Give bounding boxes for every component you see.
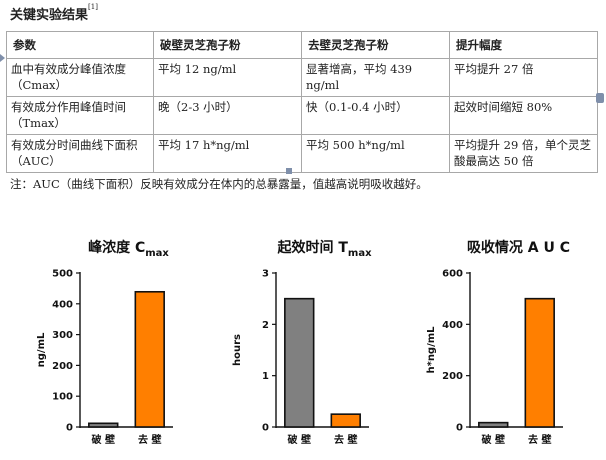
title-text: 关键实验结果 (10, 8, 89, 23)
y-tick-label: 0 (262, 423, 269, 434)
bar (478, 421, 509, 428)
table-move-handle[interactable] (0, 54, 5, 62)
y-tick-label: 400 (52, 299, 73, 310)
document-title: 关键实验结果[1] (10, 3, 98, 23)
x-tick-label: 去 壁 (334, 433, 357, 446)
y-axis-label: ng/mL (36, 332, 47, 367)
table-cell: 显著增高，平均 439 ng/ml (301, 58, 450, 97)
table-cell: 有效成分作用峰值时间（Tmax） (6, 96, 154, 135)
chart-tmax-svg: 起效时间 Tmax hours 0 1 2 3 破 壁 去 壁 (232, 239, 372, 446)
table-note: 注：AUC（曲线下面积）反映有效成分在体内的总暴露量，值越高说明吸收越好。 (10, 177, 428, 191)
chart-auc: 吸收情况 A U C h*ng/mL 0 200 400 600 破 壁 去 壁 (408, 232, 588, 458)
chart-title: 起效时间 Tmax (276, 239, 372, 259)
y-tick-label: 400 (442, 320, 463, 331)
y-tick-label: 200 (52, 361, 73, 372)
chart-auc-svg: 吸收情况 A U C h*ng/mL 0 200 400 600 破 壁 去 壁 (426, 239, 570, 446)
header-improvement: 提升幅度 (449, 31, 598, 59)
table-cell: 血中有效成分峰值浓度（Cmax） (6, 58, 154, 97)
bar (88, 422, 119, 428)
y-tick-label: 3 (262, 269, 269, 280)
y-tick-label: 600 (442, 269, 463, 280)
results-table: 参数 破壁灵芝孢子粉 去壁灵芝孢子粉 提升幅度 血中有效成分峰值浓度（Cmax）… (6, 31, 598, 173)
x-tick-label: 破 壁 (92, 433, 115, 446)
table-cell: 起效时间缩短 80% (449, 96, 598, 135)
x-tick-label: 破 壁 (482, 433, 505, 446)
table-cell: 有效成分时间曲线下面积（AUC） (6, 134, 154, 173)
table-row: 血中有效成分峰值浓度（Cmax） 平均 12 ng/ml 显著增高，平均 439… (6, 58, 598, 97)
table-cell: 平均 500 h*ng/ml (301, 134, 450, 173)
y-tick-label: 500 (52, 269, 73, 280)
chart-cmax: 峰浓度 Cmax ng/mL 0 100 200 300 400 500 破 壁 去 壁 (18, 232, 198, 458)
x-tick-label: 破 壁 (288, 433, 311, 446)
table-cell: 晚（2-3 小时） (153, 96, 302, 135)
table-cell: 平均提升 29 倍，单个灵芝酸最高达 50 倍 (449, 134, 598, 173)
x-tick-label: 去 壁 (528, 433, 551, 446)
y-axis-label: h*ng/mL (426, 326, 437, 374)
table-row: 有效成分时间曲线下面积（AUC） 平均 17 h*ng/ml 平均 500 h*… (6, 134, 598, 173)
chart-tmax: 起效时间 Tmax hours 0 1 2 3 破 壁 去 壁 (214, 232, 394, 458)
header-parameter: 参数 (6, 31, 154, 59)
title-reference: [1] (88, 3, 98, 11)
y-tick-label: 200 (442, 371, 463, 382)
column-resize-handle[interactable] (596, 93, 604, 103)
table-cell: 快（0.1-0.4 小时） (301, 96, 450, 135)
header-broken-wall: 破壁灵芝孢子粉 (153, 31, 302, 59)
row-resize-handle[interactable] (286, 168, 292, 174)
header-wall-removed: 去壁灵芝孢子粉 (301, 31, 450, 59)
table-row: 有效成分作用峰值时间（Tmax） 晚（2-3 小时） 快（0.1-0.4 小时）… (6, 96, 598, 135)
y-tick-label: 0 (456, 423, 463, 434)
bar (284, 297, 315, 428)
y-tick-label: 0 (66, 423, 73, 434)
table-cell: 平均提升 27 倍 (449, 58, 598, 97)
x-tick-label: 去 壁 (138, 433, 161, 446)
y-tick-label: 2 (262, 320, 269, 331)
chart-cmax-svg: 峰浓度 Cmax ng/mL 0 100 200 300 400 500 破 壁 去 壁 (36, 239, 173, 446)
table-cell: 平均 17 h*ng/ml (153, 134, 302, 173)
table-header-row: 参数 破壁灵芝孢子粉 去壁灵芝孢子粉 提升幅度 (6, 31, 598, 59)
chart-title: 峰浓度 Cmax (88, 239, 169, 259)
bar (134, 290, 165, 428)
y-tick-label: 300 (52, 330, 73, 341)
y-tick-label: 100 (52, 392, 73, 403)
y-axis-label: hours (232, 334, 243, 366)
bar (524, 297, 555, 428)
chart-title: 吸收情况 A U C (467, 239, 570, 256)
table-cell: 平均 12 ng/ml (153, 58, 302, 97)
y-tick-label: 1 (262, 371, 269, 382)
bar (330, 413, 361, 428)
